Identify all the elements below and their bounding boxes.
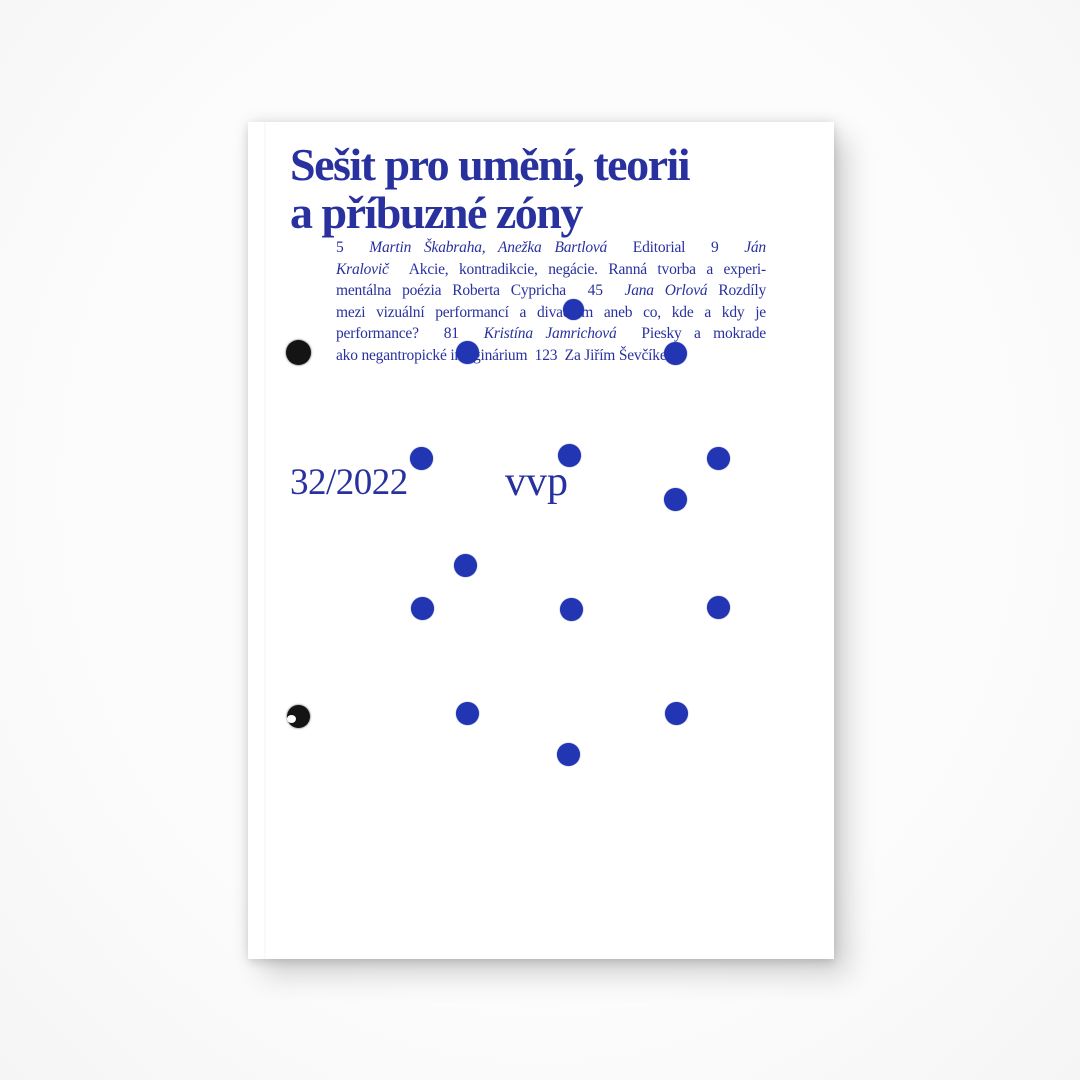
toc-text: Editorial 9 <box>607 239 745 256</box>
cover-dot <box>453 553 477 577</box>
cover-dot <box>706 595 730 619</box>
cover-dot <box>663 341 687 365</box>
toc-author-name: Martin Škabraha, Anežka Bartlová <box>369 239 608 256</box>
cover-dot <box>559 597 583 621</box>
toc-text: performance? 81 <box>336 325 484 342</box>
cover-dot <box>663 487 687 511</box>
cover-title-line1: Sešit pro umění, teorii <box>290 139 691 190</box>
binding-hole-dot <box>285 339 311 365</box>
toc-text: Akcie, kontradikcie, negácie. Ranná tvor… <box>388 260 766 278</box>
toc-line: mezi vizuální performancí a divadlem ane… <box>336 302 766 324</box>
toc-line: ako negantropické imaginárium 123 Za Jiř… <box>336 345 766 367</box>
table-of-contents: 5 Martin Škabraha, Anežka Bartlová Edito… <box>336 237 766 366</box>
toc-author-name: Kralovič <box>336 260 389 278</box>
publisher-logo: vvp <box>505 459 568 505</box>
toc-text: Piesky a mokrade <box>616 325 766 342</box>
cover-title-line2: a příbuzné zóny <box>290 187 583 238</box>
journal-cover: Sešit pro umění, teorii a příbuzné zóny … <box>248 122 834 959</box>
toc-author-name: Kristína Jamrichová <box>483 325 617 342</box>
cover-dot <box>455 701 479 725</box>
binding-hole-dot <box>286 704 310 728</box>
toc-text: ako negantropické imaginárium 123 Za Jiř… <box>336 346 679 364</box>
toc-line: performance? 81 Kristína Jamrichová Pies… <box>336 323 766 345</box>
toc-text: 5 <box>336 239 370 256</box>
toc-text: mentálna poézia Roberta Cypricha 45 <box>336 282 625 299</box>
toc-line: mentálna poézia Roberta Cypricha 45 Jana… <box>336 280 766 302</box>
issue-number: 32/2022 <box>290 462 408 503</box>
toc-author-name: Jana Orlová <box>624 282 708 299</box>
toc-line: Kralovič Akcie, kontradikcie, negácie. R… <box>336 259 766 281</box>
cover-dot <box>706 446 730 470</box>
toc-author-name: Ján <box>744 239 766 256</box>
cover-dot <box>557 443 581 467</box>
cover-title: Sešit pro umění, teorii a příbuzné zóny <box>290 139 691 238</box>
toc-line: 5 Martin Škabraha, Anežka Bartlová Edito… <box>336 237 766 259</box>
cover-dot <box>409 446 433 470</box>
spine-crease <box>264 122 267 959</box>
cover-dot <box>556 742 580 766</box>
cover-dot <box>410 596 434 620</box>
cover-dot <box>664 701 688 725</box>
cover-dot <box>562 298 584 320</box>
cover-dot <box>455 340 479 364</box>
toc-text: Rozdíly <box>707 282 767 299</box>
toc-text: mezi vizuální performancí a divadlem ane… <box>336 303 766 321</box>
